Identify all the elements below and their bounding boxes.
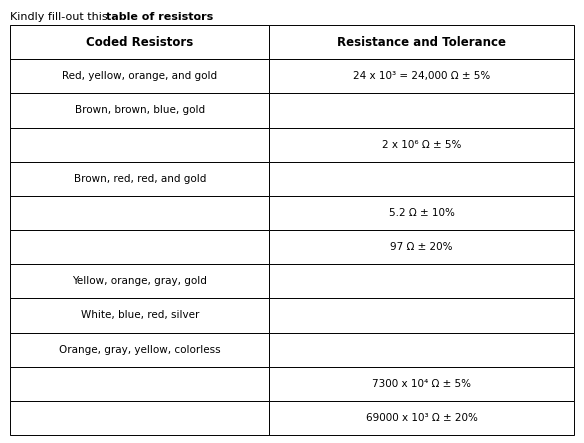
Bar [269, 367, 574, 401]
Text: Red, yellow, orange, and gold: Red, yellow, orange, and gold [62, 71, 217, 81]
Bar [10, 333, 269, 367]
Bar [10, 93, 269, 128]
Text: 5.2 Ω ± 10%: 5.2 Ω ± 10% [389, 208, 455, 218]
Text: Kindly fill-out this: Kindly fill-out this [10, 12, 111, 22]
Bar [269, 25, 574, 59]
Text: Brown, brown, blue, gold: Brown, brown, blue, gold [75, 105, 205, 116]
Text: 97 Ω ± 20%: 97 Ω ± 20% [391, 242, 453, 252]
Bar [10, 298, 269, 333]
Bar [269, 59, 574, 93]
Bar [10, 367, 269, 401]
Text: 7300 x 10⁴ Ω ± 5%: 7300 x 10⁴ Ω ± 5% [372, 379, 471, 389]
Bar [269, 196, 574, 230]
Bar [269, 401, 574, 435]
Text: Brown, red, red, and gold: Brown, red, red, and gold [74, 174, 206, 184]
Bar [269, 93, 574, 128]
Text: Yellow, orange, gray, gold: Yellow, orange, gray, gold [72, 276, 207, 286]
Bar [10, 25, 269, 59]
Bar [269, 298, 574, 333]
Bar [10, 196, 269, 230]
Text: 24 x 10³ = 24,000 Ω ± 5%: 24 x 10³ = 24,000 Ω ± 5% [353, 71, 491, 81]
Text: White, blue, red, silver: White, blue, red, silver [81, 311, 199, 320]
Bar [269, 333, 574, 367]
Bar [269, 128, 574, 162]
Bar [269, 264, 574, 298]
Text: Coded Resistors: Coded Resistors [86, 35, 193, 49]
Text: Resistance and Tolerance: Resistance and Tolerance [337, 35, 506, 49]
Text: 69000 x 10³ Ω ± 20%: 69000 x 10³ Ω ± 20% [366, 413, 478, 423]
Bar [10, 128, 269, 162]
Bar [269, 230, 574, 264]
Bar [10, 230, 269, 264]
Text: .: . [197, 12, 201, 22]
Text: 2 x 10⁶ Ω ± 5%: 2 x 10⁶ Ω ± 5% [382, 140, 461, 150]
Text: Orange, gray, yellow, colorless: Orange, gray, yellow, colorless [59, 345, 221, 354]
Text: table of resistors: table of resistors [106, 12, 213, 22]
Bar [10, 401, 269, 435]
Bar [10, 162, 269, 196]
Bar [10, 264, 269, 298]
Bar [10, 59, 269, 93]
Bar [269, 162, 574, 196]
